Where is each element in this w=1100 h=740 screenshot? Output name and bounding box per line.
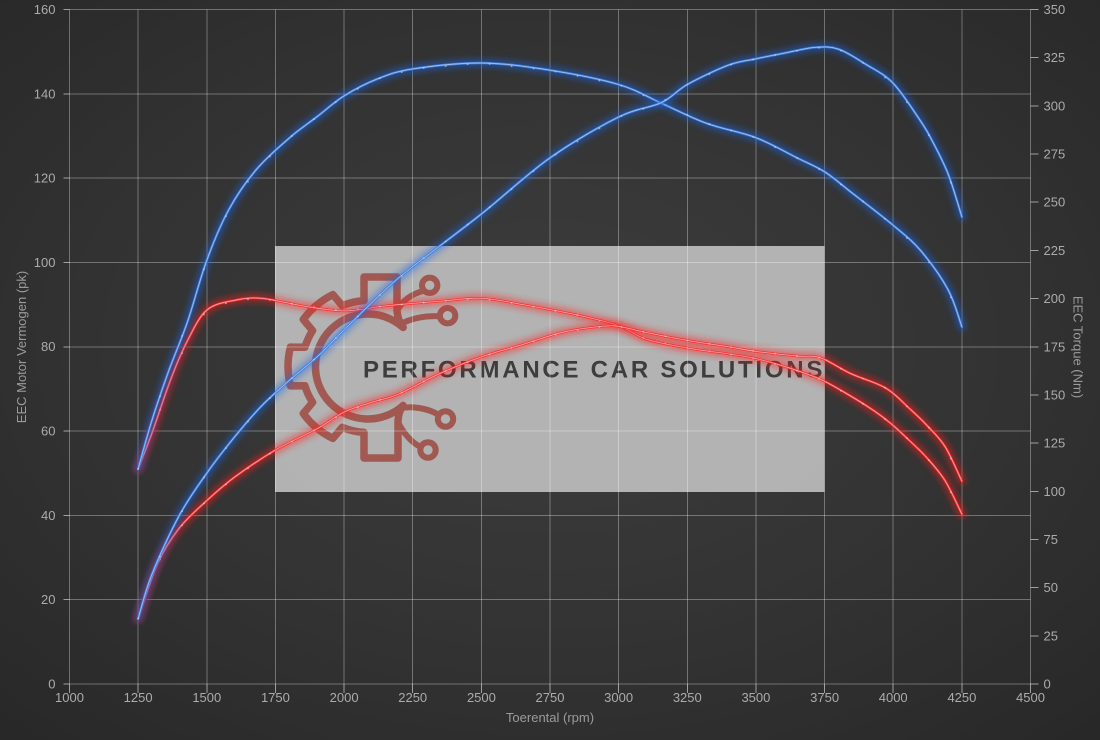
svg-text:250: 250 [1044,195,1066,210]
svg-text:Toerental (rpm): Toerental (rpm) [506,710,594,725]
svg-text:2000: 2000 [330,690,359,705]
svg-text:125: 125 [1044,436,1066,451]
svg-text:75: 75 [1044,532,1058,547]
svg-text:4250: 4250 [947,690,976,705]
svg-text:EEC Motor Vermogen (pk): EEC Motor Vermogen (pk) [14,271,29,423]
svg-text:4500: 4500 [1016,690,1045,705]
svg-text:140: 140 [34,86,56,101]
svg-text:150: 150 [1044,387,1066,402]
svg-text:25: 25 [1044,628,1058,643]
svg-text:80: 80 [41,339,55,354]
svg-text:1250: 1250 [124,690,153,705]
svg-text:325: 325 [1044,50,1066,65]
svg-text:40: 40 [41,508,55,523]
svg-text:2250: 2250 [398,690,427,705]
svg-text:350: 350 [1044,2,1066,17]
svg-text:EEC Torque (Nm): EEC Torque (Nm) [1071,296,1086,398]
svg-text:200: 200 [1044,291,1066,306]
svg-text:100: 100 [34,255,56,270]
svg-text:3250: 3250 [673,690,702,705]
svg-text:160: 160 [34,2,56,17]
svg-text:100: 100 [1044,484,1066,499]
svg-text:0: 0 [1044,677,1051,692]
svg-text:1750: 1750 [261,690,290,705]
svg-text:3500: 3500 [741,690,770,705]
svg-text:2750: 2750 [536,690,565,705]
svg-text:300: 300 [1044,98,1066,113]
svg-text:50: 50 [1044,580,1058,595]
svg-text:4000: 4000 [879,690,908,705]
svg-text:120: 120 [34,171,56,186]
svg-text:1500: 1500 [192,690,221,705]
svg-text:175: 175 [1044,339,1066,354]
svg-text:225: 225 [1044,243,1066,258]
svg-text:2500: 2500 [467,690,496,705]
svg-text:0: 0 [48,677,55,692]
svg-text:275: 275 [1044,147,1066,162]
svg-text:1000: 1000 [55,690,84,705]
svg-text:20: 20 [41,592,55,607]
svg-text:60: 60 [41,424,55,439]
svg-text:3000: 3000 [604,690,633,705]
svg-text:3750: 3750 [810,690,839,705]
